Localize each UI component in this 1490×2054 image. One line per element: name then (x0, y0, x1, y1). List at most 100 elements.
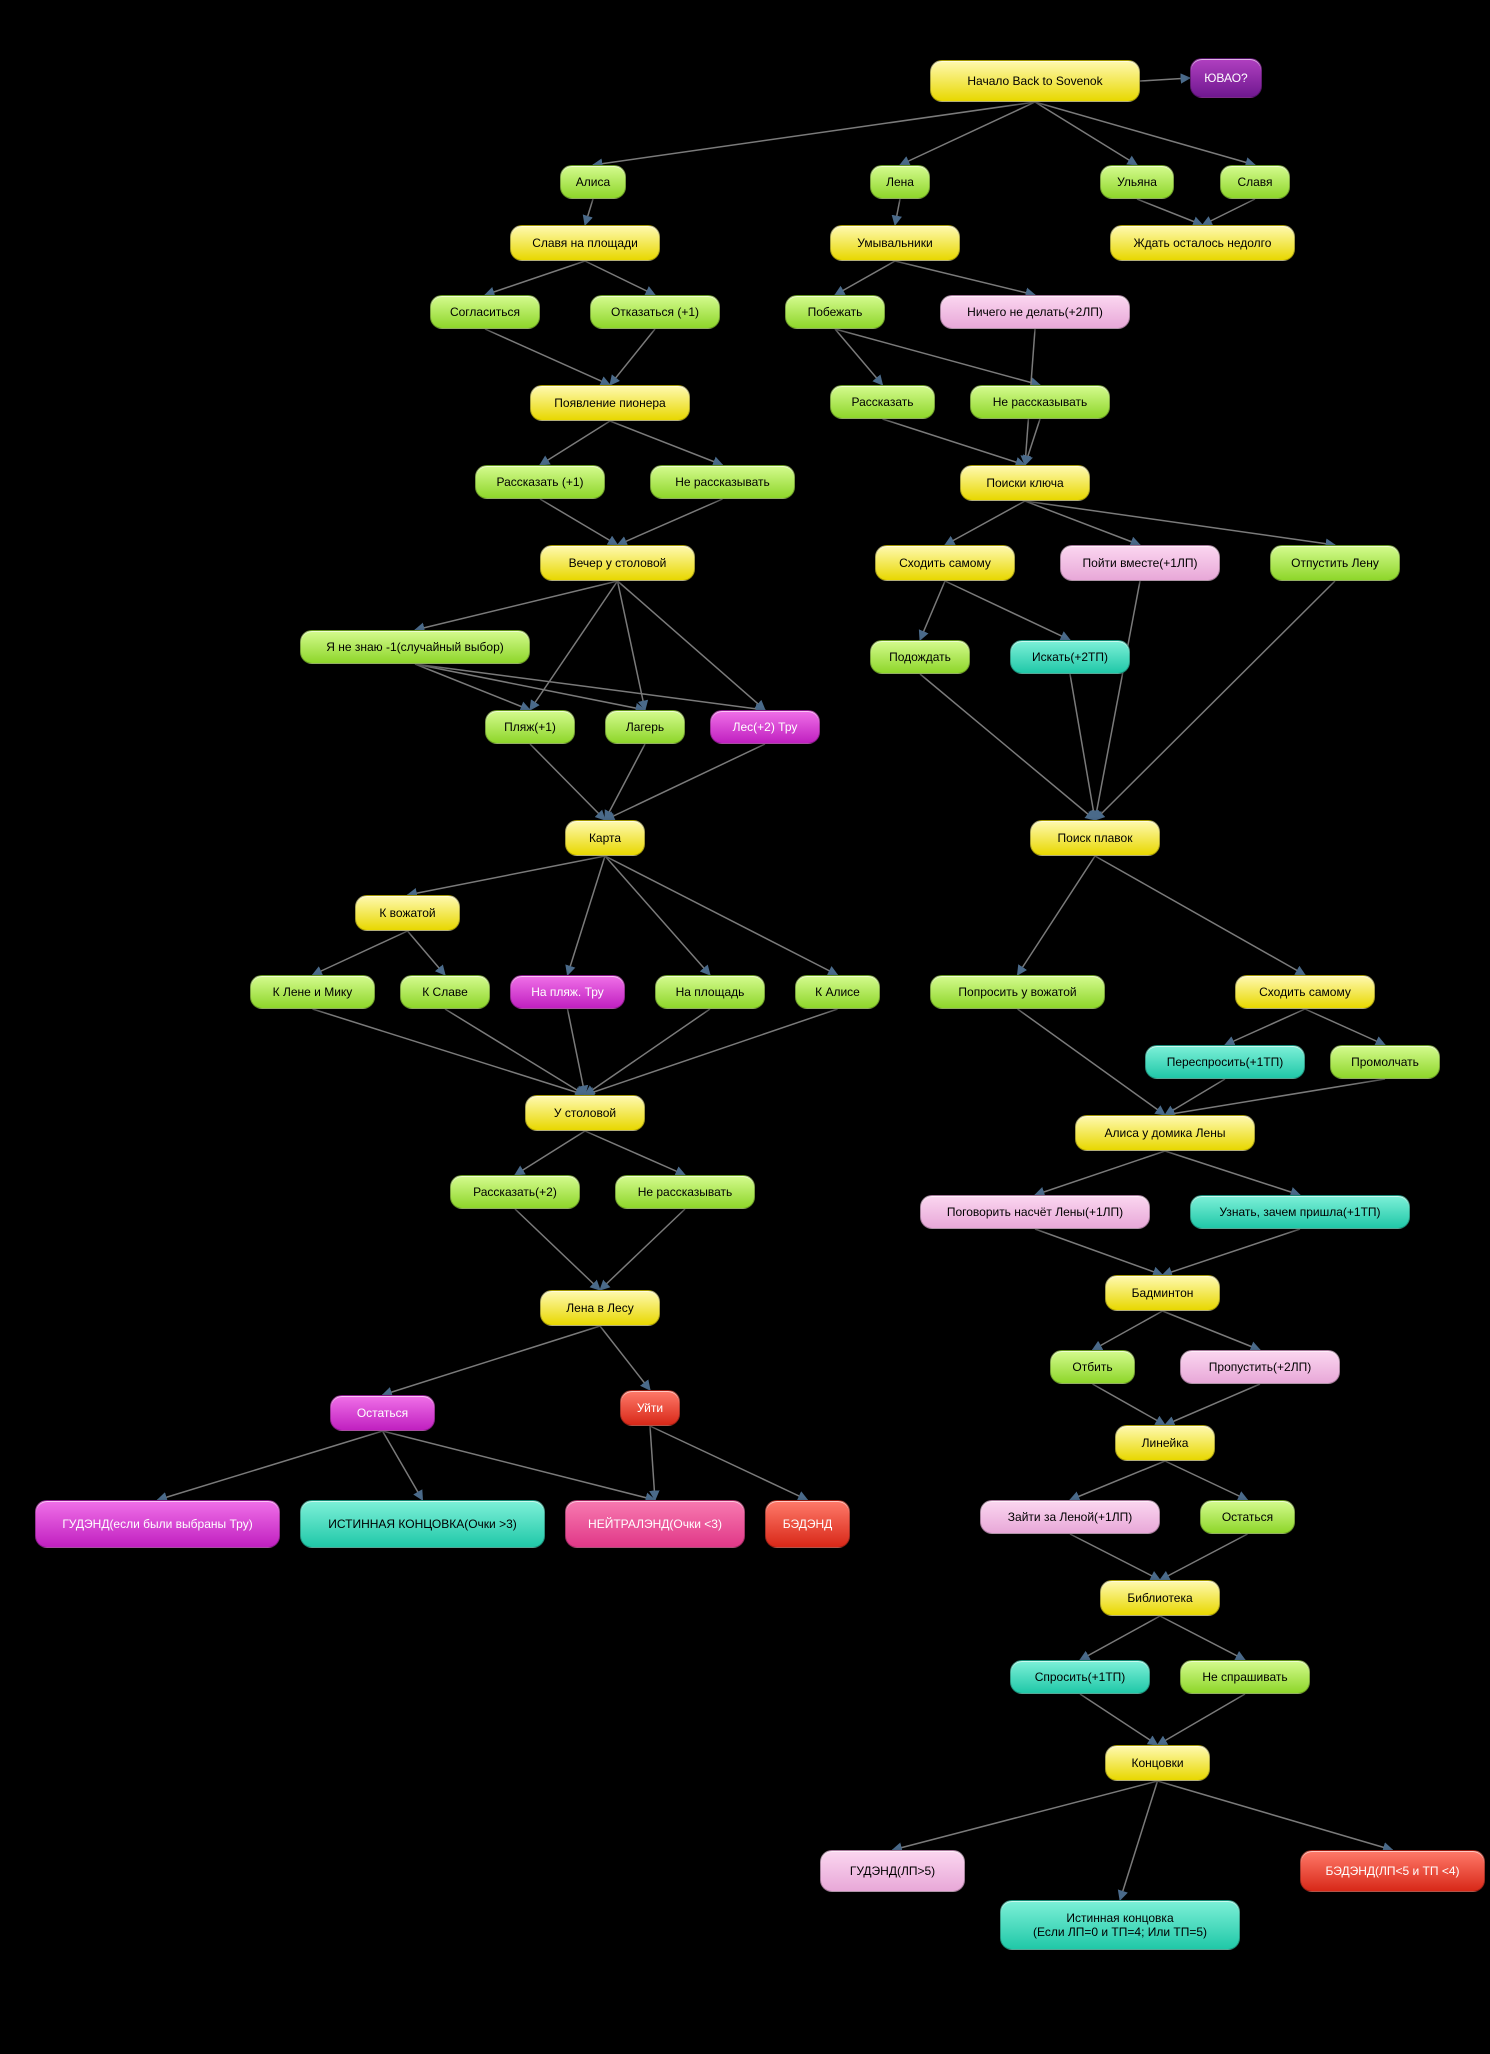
edge (920, 674, 1095, 820)
edge (415, 664, 530, 710)
node-label: Карта (589, 831, 621, 845)
node-yuvao: ЮВАО? (1190, 58, 1262, 98)
node-label: Истинная концовка (Если ЛП=0 и ТП=4; Или… (1033, 1911, 1207, 1940)
edge (1140, 78, 1190, 81)
edge (895, 199, 900, 225)
edge (408, 856, 606, 895)
edge (1160, 1534, 1248, 1580)
node-label: Ульяна (1117, 175, 1157, 189)
node-ostat2: Остаться (1200, 1500, 1295, 1534)
node-label: Рассказать (+1) (497, 475, 584, 489)
edge (605, 856, 710, 975)
node-pogov: Поговорить насчёт Лены(+1ЛП) (920, 1195, 1150, 1229)
node-zayti: Зайти за Леной(+1ЛП) (980, 1500, 1160, 1534)
node-otpust: Отпустить Лену (1270, 545, 1400, 581)
node-label: Промолчать (1351, 1055, 1419, 1069)
edge (568, 1009, 586, 1095)
edge (585, 1131, 685, 1175)
node-label: Сходить самому (1259, 985, 1351, 999)
edges-layer (0, 0, 1490, 2054)
node-start: Начало Back to Sovenok (930, 60, 1140, 102)
node-uyti: Уйти (620, 1390, 680, 1426)
node-label: Начало Back to Sovenok (967, 74, 1102, 88)
edge (1080, 1694, 1158, 1745)
node-label: Алиса у домика Лены (1104, 1126, 1225, 1140)
node-pobezhat: Побежать (785, 295, 885, 329)
node-label: Лес(+2) Тру (733, 720, 798, 734)
node-promol: Промолчать (1330, 1045, 1440, 1079)
node-ulyana: Ульяна (1100, 165, 1174, 199)
node-label: На пляж. Тру (531, 985, 604, 999)
node-label: Остаться (1222, 1510, 1273, 1524)
node-label: Умывальники (857, 236, 932, 250)
edge (1225, 1009, 1305, 1045)
edge (835, 329, 1040, 385)
node-label: Пойти вместе(+1ЛП) (1083, 556, 1198, 570)
node-neznaju: Я не знаю -1(случайный выбор) (300, 630, 530, 664)
edge (1165, 1151, 1300, 1195)
edge (415, 581, 618, 630)
node-label: Зайти за Леной(+1ЛП) (1008, 1510, 1132, 1524)
node-umyv: Умывальники (830, 225, 960, 261)
node-label: Не спрашивать (1202, 1670, 1287, 1684)
node-badend1: БЭДЭНД (765, 1500, 850, 1548)
node-label: Я не знаю -1(случайный выбор) (326, 640, 504, 654)
node-ostat: Остаться (330, 1395, 435, 1431)
node-label: Уйти (637, 1401, 663, 1415)
edge (1018, 1009, 1166, 1115)
node-label: У столовой (554, 1106, 616, 1120)
node-label: Побежать (808, 305, 863, 319)
edge (1018, 856, 1096, 975)
node-label: ИСТИННАЯ КОНЦОВКА(Очки >3) (328, 1517, 517, 1531)
edge (1093, 1311, 1163, 1350)
node-naplyazh: На пляж. Тру (510, 975, 625, 1009)
edge (485, 329, 610, 385)
edge (618, 581, 646, 710)
edge (1158, 1694, 1246, 1745)
node-uznat: Узнать, зачем пришла(+1ТП) (1190, 1195, 1410, 1229)
edge (415, 664, 645, 710)
node-biblio: Библиотека (1100, 1580, 1220, 1616)
node-label: НЕЙТРАЛЭНД(Очки <3) (588, 1517, 722, 1531)
node-propust: Пропустить(+2ЛП) (1180, 1350, 1340, 1384)
edge (408, 931, 446, 975)
node-poiski: Поиски ключа (960, 465, 1090, 501)
node-nerassk3: Не рассказывать (615, 1175, 755, 1209)
edge (585, 261, 655, 295)
node-otbit: Отбить (1050, 1350, 1135, 1384)
node-alisadom: Алиса у домика Лены (1075, 1115, 1255, 1151)
edge (540, 499, 618, 545)
node-label: Пропустить(+2ЛП) (1209, 1360, 1311, 1374)
node-vecher: Вечер у столовой (540, 545, 695, 581)
node-label: Поиски ключа (986, 476, 1063, 490)
edge (415, 664, 765, 710)
node-label: Переспросить(+1ТП) (1167, 1055, 1284, 1069)
node-lineika: Линейка (1115, 1425, 1215, 1461)
node-badmin: Бадминтон (1105, 1275, 1220, 1311)
node-label: Линейка (1142, 1436, 1189, 1450)
edge (1165, 1079, 1225, 1115)
node-koncov: Концовки (1105, 1745, 1210, 1781)
edge (158, 1431, 383, 1500)
node-badend2: БЭДЭНД(ЛП<5 и ТП <4) (1300, 1850, 1485, 1892)
node-klene: К Лене и Мику (250, 975, 375, 1009)
node-nerassk1: Не рассказывать (650, 465, 795, 499)
edge (1165, 1079, 1385, 1115)
edge (540, 421, 610, 465)
node-label: Сходить самому (899, 556, 991, 570)
edge (605, 744, 765, 820)
node-label: Пляж(+1) (504, 720, 556, 734)
edge (945, 501, 1025, 545)
edge (383, 1326, 601, 1395)
node-plavok: Поиск плавок (1030, 820, 1160, 856)
node-label: Поиск плавок (1058, 831, 1133, 845)
edge (1120, 1781, 1158, 1900)
edge (650, 1426, 808, 1500)
edge (515, 1209, 600, 1290)
node-nichego: Ничего не делать(+2ЛП) (940, 295, 1130, 329)
edge (568, 856, 606, 975)
edge (1163, 1311, 1261, 1350)
node-nespros: Не спрашивать (1180, 1660, 1310, 1694)
node-label: Узнать, зачем пришла(+1ТП) (1219, 1205, 1380, 1219)
node-sprosit: Спросить(+1ТП) (1010, 1660, 1150, 1694)
